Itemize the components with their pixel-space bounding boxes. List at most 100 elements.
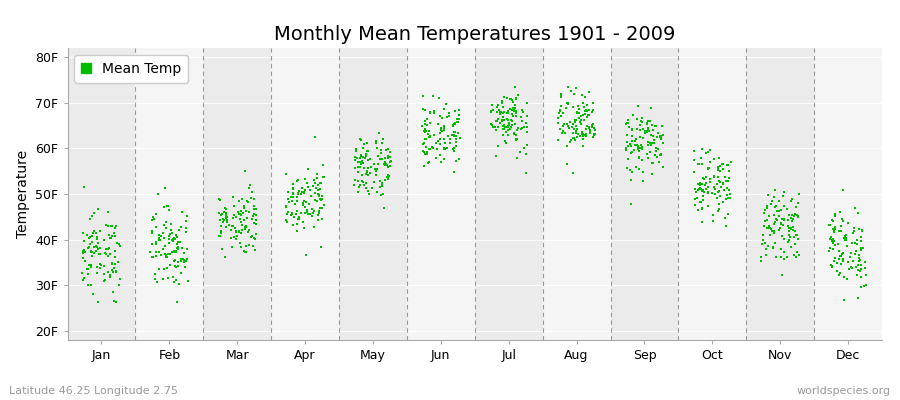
- Point: [357, 155, 372, 161]
- Point: [81, 270, 95, 277]
- Point: [653, 152, 668, 158]
- Point: [89, 243, 104, 250]
- Point: [354, 153, 368, 160]
- Point: [506, 99, 520, 105]
- Point: [775, 232, 789, 239]
- Point: [576, 136, 590, 142]
- Point: [292, 214, 307, 220]
- Point: [382, 163, 397, 169]
- Point: [285, 194, 300, 201]
- Point: [710, 208, 724, 214]
- Point: [104, 223, 119, 229]
- Point: [244, 194, 258, 201]
- Point: [171, 263, 185, 269]
- Point: [151, 237, 166, 243]
- Point: [348, 148, 363, 154]
- Point: [361, 157, 375, 164]
- Point: [91, 299, 105, 305]
- Point: [237, 210, 251, 216]
- Point: [766, 244, 780, 250]
- Point: [381, 172, 395, 178]
- Point: [97, 277, 112, 283]
- Point: [144, 230, 158, 237]
- Point: [626, 147, 641, 153]
- Point: [722, 186, 736, 193]
- Point: [716, 199, 730, 205]
- Point: [650, 134, 664, 140]
- Point: [634, 157, 649, 164]
- Point: [768, 187, 782, 193]
- Point: [446, 121, 461, 128]
- Point: [422, 128, 436, 134]
- Point: [646, 137, 661, 143]
- Point: [497, 122, 511, 128]
- Point: [227, 203, 241, 210]
- Point: [284, 212, 298, 218]
- Point: [164, 221, 178, 228]
- Point: [416, 106, 430, 112]
- Point: [721, 178, 735, 185]
- Point: [705, 190, 719, 197]
- Point: [442, 140, 456, 146]
- Point: [290, 178, 304, 184]
- Point: [839, 236, 853, 243]
- Point: [551, 115, 565, 122]
- Point: [83, 234, 97, 240]
- Point: [633, 127, 647, 134]
- Point: [159, 218, 174, 225]
- Bar: [746, 48, 814, 340]
- Point: [653, 134, 668, 140]
- Point: [313, 196, 328, 203]
- Point: [560, 161, 574, 168]
- Point: [364, 185, 379, 191]
- Point: [579, 106, 593, 113]
- Point: [720, 185, 734, 191]
- Point: [158, 252, 173, 259]
- Point: [367, 161, 382, 167]
- Point: [759, 246, 773, 252]
- Point: [791, 236, 806, 242]
- Bar: [610, 48, 679, 340]
- Point: [290, 208, 304, 214]
- Point: [291, 216, 305, 222]
- Point: [706, 184, 721, 190]
- Point: [247, 235, 261, 242]
- Point: [582, 124, 597, 131]
- Point: [178, 229, 193, 235]
- Point: [507, 108, 521, 115]
- Point: [317, 174, 331, 180]
- Bar: [814, 48, 882, 340]
- Point: [86, 250, 101, 256]
- Point: [167, 235, 182, 241]
- Point: [576, 132, 590, 139]
- Point: [149, 279, 164, 286]
- Point: [416, 141, 430, 148]
- Point: [453, 116, 467, 122]
- Point: [82, 243, 96, 250]
- Point: [213, 233, 228, 239]
- Point: [781, 225, 796, 231]
- Point: [308, 197, 322, 204]
- Point: [708, 190, 723, 197]
- Point: [628, 141, 643, 148]
- Point: [160, 251, 175, 257]
- Point: [560, 121, 574, 127]
- Point: [569, 130, 583, 136]
- Point: [101, 269, 115, 276]
- Point: [238, 242, 253, 249]
- Point: [107, 233, 122, 239]
- Point: [630, 126, 644, 132]
- Point: [108, 224, 122, 231]
- Point: [854, 262, 868, 268]
- Point: [629, 136, 643, 142]
- Point: [428, 131, 442, 138]
- Point: [440, 114, 454, 121]
- Point: [240, 198, 255, 204]
- Point: [353, 164, 367, 170]
- Point: [848, 251, 862, 257]
- Point: [700, 184, 715, 190]
- Point: [291, 190, 305, 197]
- Point: [687, 148, 701, 154]
- Point: [854, 247, 868, 253]
- Point: [565, 170, 580, 177]
